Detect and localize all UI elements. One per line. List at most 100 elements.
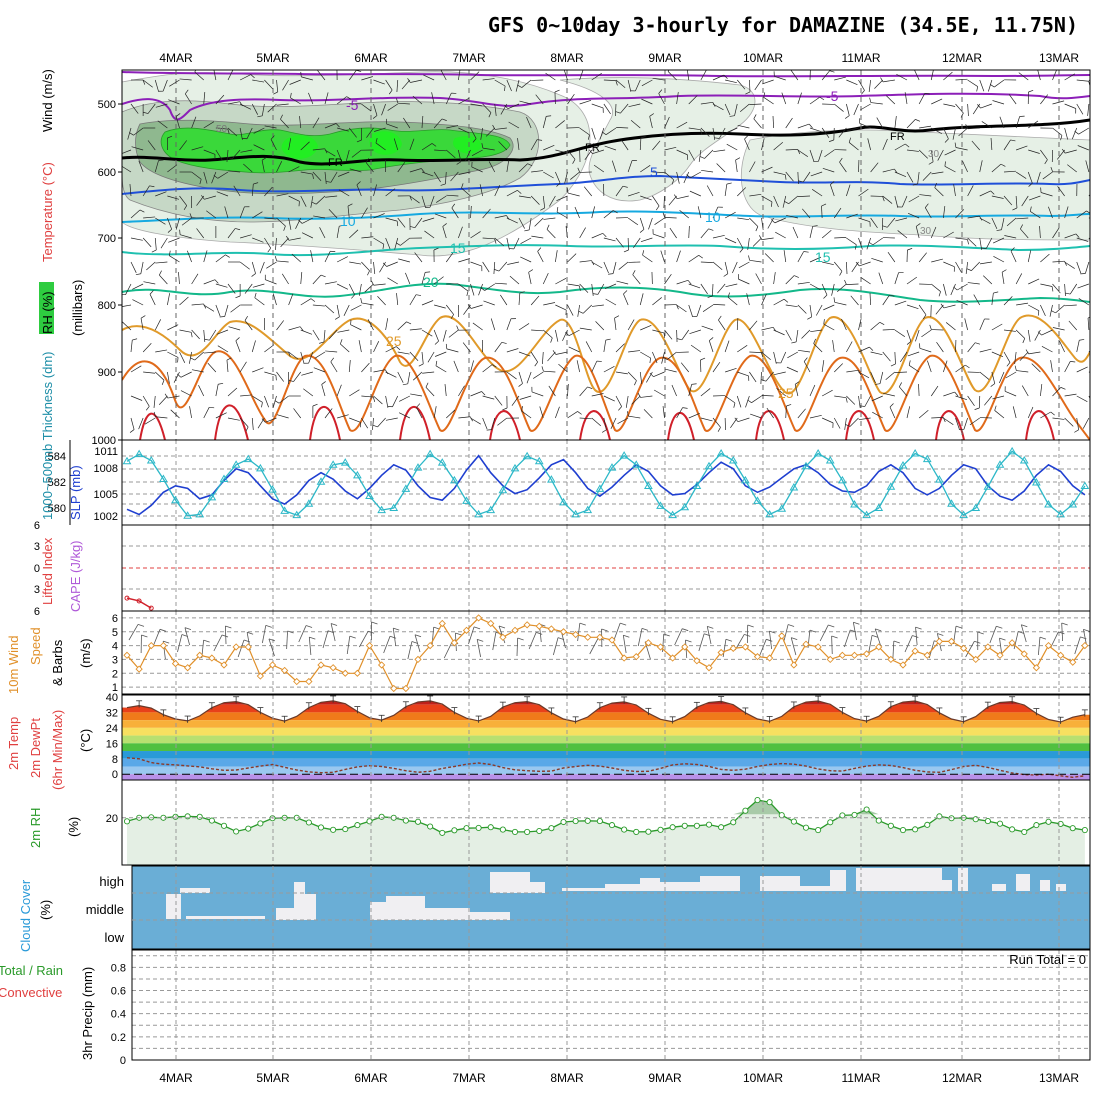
surface-wind-barb [152, 629, 161, 647]
upper-wind-barb [330, 361, 338, 373]
upper-wind-barb-flag [572, 159, 576, 164]
upper-wind-barb [132, 283, 144, 290]
upper-wind-barb [252, 79, 265, 83]
upper-wind-barb-flag [524, 229, 530, 232]
upper-wind-barb [700, 261, 713, 263]
upper-wind-barb [773, 351, 777, 364]
upper-wind-barb [894, 171, 907, 178]
upper-wind-barb [1064, 73, 1076, 81]
upper-wind-barb-flag [567, 188, 569, 194]
upper-wind-barb [653, 371, 665, 378]
upper-wind-barb [627, 319, 635, 331]
surface-wind-barb [286, 631, 288, 650]
temp-color-band [122, 720, 1090, 728]
upper-wind-barb [870, 371, 876, 384]
upper-wind-barb [700, 127, 710, 137]
upper-wind-barb [543, 171, 554, 179]
upper-wind-barb-flag [844, 279, 847, 285]
upper-wind-barb [337, 414, 349, 419]
upper-wind-barb [265, 279, 277, 285]
upper-wind-barb [802, 171, 811, 183]
upper-wind-barb-flag [161, 380, 165, 385]
upper-wind-barb [992, 100, 1005, 105]
slp-marker [741, 475, 750, 484]
upper-wind-barb [470, 71, 480, 81]
temp-contour-fr [122, 118, 1090, 166]
upper-wind-barb-flag [839, 271, 843, 276]
upper-wind-barb-flag [940, 303, 945, 309]
upper-wind-barb [293, 408, 302, 419]
thickness-axis-label: 1000~500mb Thickness (dm) [40, 352, 55, 521]
upper-wind-barb [1064, 206, 1069, 219]
upper-wind-barb-flag [634, 380, 637, 386]
upper-wind-barb [603, 237, 616, 242]
upper-wind-barb [228, 170, 241, 173]
upper-wind-barb [991, 351, 1004, 358]
surface-wind-barb-flag [330, 623, 338, 626]
wind-marker [705, 664, 713, 672]
upper-wind-barb [480, 127, 483, 140]
upper-wind-barb-flag [1079, 339, 1085, 341]
upper-wind-barb [904, 92, 908, 105]
upper-wind-barbs [122, 70, 1090, 440]
rh-marker [681, 822, 688, 829]
upper-wind-barb [142, 237, 152, 248]
slp-marker [256, 463, 265, 472]
upper-wind-barb [761, 395, 774, 397]
upper-wind-barb [635, 79, 641, 92]
upper-wind-barb [300, 272, 303, 285]
upper-wind-barb-flag [821, 203, 827, 207]
surface-wind-barb [874, 628, 882, 647]
upper-wind-barb [180, 371, 192, 378]
upper-wind-barb-flag [504, 104, 509, 109]
surface-wind-barb-flag [536, 632, 543, 635]
upper-wind-barb [895, 217, 908, 222]
upper-wind-barb [470, 261, 482, 267]
upper-wind-barb [549, 195, 556, 207]
upper-wind-barb [785, 304, 798, 308]
upper-wind-barb [887, 251, 896, 263]
upper-wind-barb-flag [164, 393, 168, 399]
upper-wind-barb [555, 149, 568, 154]
upper-wind-barb-flag [929, 324, 932, 330]
upper-wind-barb-flag [199, 179, 202, 185]
upper-wind-barb [451, 207, 459, 219]
upper-wind-barb [755, 273, 762, 285]
upper-wind-barb [773, 298, 785, 306]
surface-wind-barb-flag [809, 629, 817, 633]
upper-wind-barb [712, 261, 723, 270]
upper-wind-barb [821, 70, 830, 81]
upper-wind-barb [405, 272, 411, 285]
upper-wind-barb [412, 95, 423, 105]
upper-wind-barb [506, 217, 518, 224]
surface-wind-barb [904, 635, 913, 653]
upper-wind-barb [434, 213, 447, 219]
upper-wind-barb [458, 385, 465, 397]
surface-wind-barb-flag [999, 637, 1006, 641]
upper-wind-barb-flag [640, 136, 646, 139]
upper-wind-barb [396, 79, 399, 92]
top-date-label: 11MAR [841, 51, 880, 65]
upper-wind-barb [833, 207, 842, 219]
upper-wind-barb [312, 304, 325, 307]
surface-wind-barb [577, 623, 581, 642]
upper-wind-barb [445, 304, 454, 315]
surface-wind-barb-flag [915, 626, 922, 630]
slp-marker [171, 495, 180, 504]
slp-marker [195, 509, 205, 518]
upper-wind-barb [155, 371, 165, 381]
upper-wind-barb-flag [481, 143, 484, 149]
upper-wind-barb [641, 98, 653, 105]
upper-wind-barb [603, 261, 609, 274]
upper-wind-barb [610, 417, 617, 430]
upper-wind-barb [122, 321, 132, 331]
upper-wind-barb-flag [1010, 247, 1015, 252]
upper-wind-barb [671, 384, 677, 397]
upper-wind-barb [140, 318, 144, 331]
upper-wind-barb [887, 217, 896, 228]
upper-wind-barb [442, 329, 447, 342]
upper-wind-barb [603, 340, 607, 353]
upper-wind-barb [616, 127, 629, 129]
upper-wind-barb [979, 217, 991, 224]
upper-wind-barb [434, 304, 446, 309]
